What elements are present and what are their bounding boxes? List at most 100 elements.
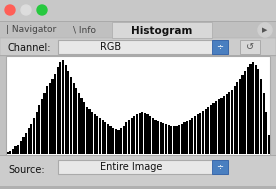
Bar <box>104 122 106 154</box>
Bar <box>162 123 164 154</box>
Bar <box>242 75 244 154</box>
Text: | Navigator: | Navigator <box>6 26 56 35</box>
Bar <box>207 107 209 154</box>
Circle shape <box>37 5 47 15</box>
Circle shape <box>21 5 31 15</box>
Bar <box>65 65 67 154</box>
Bar <box>250 64 251 154</box>
Text: ÷: ÷ <box>216 43 224 51</box>
Bar <box>225 94 228 154</box>
Bar <box>99 118 101 154</box>
Bar <box>210 105 212 154</box>
Bar <box>236 82 238 154</box>
Bar <box>110 126 112 154</box>
Bar <box>173 126 175 154</box>
Bar <box>88 109 91 154</box>
Bar <box>147 115 148 154</box>
Bar <box>38 105 40 154</box>
Bar <box>67 71 69 154</box>
Bar <box>213 103 214 154</box>
Bar <box>94 115 96 154</box>
Bar <box>136 115 138 154</box>
Bar <box>240 40 260 54</box>
Bar <box>0 156 276 189</box>
Bar <box>57 67 59 154</box>
Bar <box>0 186 276 189</box>
Bar <box>51 79 54 154</box>
Bar <box>228 92 230 154</box>
Bar <box>233 86 236 154</box>
Bar <box>218 99 220 154</box>
Bar <box>133 116 136 154</box>
Bar <box>70 77 72 154</box>
Bar <box>157 121 159 154</box>
Bar <box>268 135 270 154</box>
Bar <box>22 137 25 154</box>
Bar <box>28 128 30 154</box>
Bar <box>59 62 62 154</box>
Bar <box>239 79 241 154</box>
Bar <box>257 69 259 154</box>
Bar <box>12 149 14 154</box>
Bar <box>144 113 146 154</box>
Bar <box>141 112 143 154</box>
Bar <box>7 152 9 154</box>
Bar <box>14 146 17 154</box>
Bar <box>49 83 51 154</box>
Text: ↺: ↺ <box>246 42 254 52</box>
Text: \ Info: \ Info <box>73 26 96 35</box>
Bar <box>58 160 228 174</box>
Bar <box>189 120 191 154</box>
Bar <box>112 128 114 154</box>
Bar <box>131 118 133 154</box>
Bar <box>181 124 183 154</box>
Bar <box>170 126 172 154</box>
Bar <box>117 129 120 154</box>
Bar <box>6 56 270 155</box>
Bar <box>212 40 228 54</box>
Bar <box>220 98 222 154</box>
Bar <box>0 0 276 22</box>
Bar <box>212 160 228 174</box>
Bar <box>36 112 38 154</box>
Bar <box>102 120 104 154</box>
Bar <box>80 98 83 154</box>
Bar <box>252 62 254 154</box>
Bar <box>244 71 246 154</box>
Bar <box>115 129 117 154</box>
Bar <box>223 96 225 154</box>
Bar <box>107 124 109 154</box>
Text: ▶: ▶ <box>262 27 268 33</box>
Bar <box>139 113 141 154</box>
Text: RGB: RGB <box>100 42 121 52</box>
Bar <box>112 22 212 38</box>
Bar <box>58 40 228 54</box>
Bar <box>33 118 35 154</box>
Bar <box>183 122 185 154</box>
Bar <box>265 112 267 154</box>
Bar <box>215 101 217 154</box>
Bar <box>199 113 201 154</box>
Bar <box>30 124 32 154</box>
Bar <box>75 88 77 154</box>
Bar <box>186 121 188 154</box>
Bar <box>125 122 128 154</box>
Bar <box>96 116 99 154</box>
Text: ÷: ÷ <box>216 163 224 171</box>
Bar <box>197 115 199 154</box>
Bar <box>78 93 80 154</box>
Circle shape <box>258 23 272 37</box>
Bar <box>41 99 43 154</box>
Bar <box>149 116 151 154</box>
Bar <box>262 93 265 154</box>
Bar <box>25 133 27 154</box>
Bar <box>62 60 64 154</box>
Bar <box>54 74 56 154</box>
Bar <box>152 118 154 154</box>
Text: Entire Image: Entire Image <box>100 162 162 172</box>
Bar <box>231 90 233 154</box>
Bar <box>176 126 178 154</box>
Bar <box>191 118 193 154</box>
Bar <box>160 122 162 154</box>
Bar <box>20 141 22 154</box>
